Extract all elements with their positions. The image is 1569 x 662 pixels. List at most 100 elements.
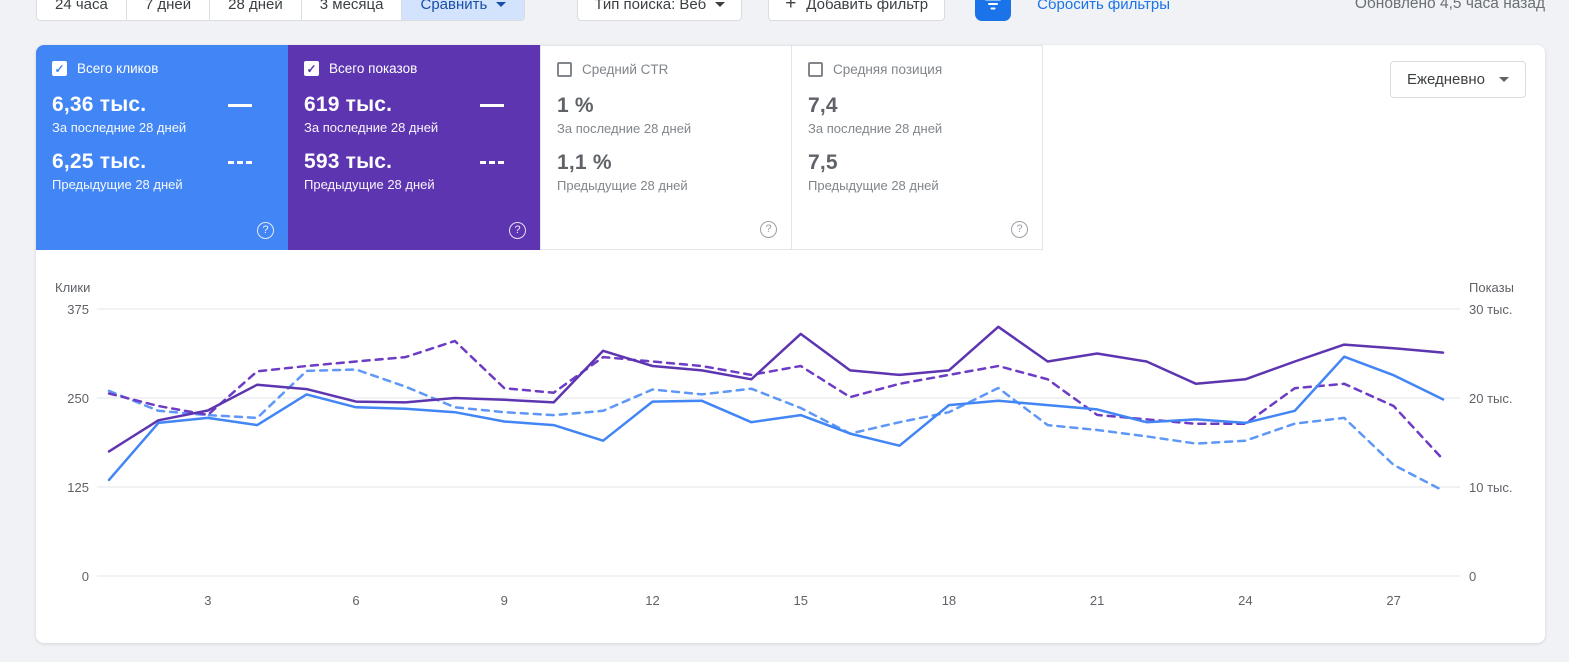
svg-text:375: 375 [67, 302, 89, 317]
svg-text:10 тыс.: 10 тыс. [1469, 480, 1512, 495]
add-filter-button[interactable]: + Добавить фильтр [768, 0, 946, 21]
chevron-down-icon [496, 1, 507, 7]
solid-line-indicator [228, 103, 252, 107]
impressions-current-label: За последние 28 дней [304, 120, 439, 135]
add-filter-label: Добавить фильтр [806, 0, 929, 13]
svg-text:0: 0 [1469, 569, 1476, 584]
metric-card-position[interactable]: Средняя позиция 7,4 За последние 28 дней… [791, 45, 1043, 250]
help-icon[interactable]: ? [257, 222, 274, 239]
impressions-current-value: 619 тыс. [304, 93, 393, 116]
position-previous-value: 7,5 [808, 151, 838, 174]
value-row: 1 % [557, 94, 775, 118]
search-console-performance-page: 24 часа 7 дней 28 дней 3 месяца Сравнить… [36, 0, 1545, 643]
position-current-value: 7,4 [808, 94, 838, 117]
ctr-previous-value: 1,1 % [557, 151, 612, 174]
dashed-line-indicator [228, 160, 252, 164]
metric-card-impressions[interactable]: ✓ Всего показов 619 тыс. За последние 28… [288, 45, 540, 250]
svg-text:18: 18 [942, 593, 956, 608]
checkmark-icon: ✓ [54, 61, 65, 76]
solid-line-indicator [480, 103, 504, 107]
reset-filters-link[interactable]: Сбросить фильтры [1037, 0, 1170, 21]
clicks-current-label: За последние 28 дней [52, 120, 187, 135]
date-filter-24h[interactable]: 24 часа [36, 0, 127, 21]
clicks-previous-value: 6,25 тыс. [52, 150, 147, 173]
date-filter-group: 24 часа 7 дней 28 дней 3 месяца Сравнить [36, 0, 526, 21]
metric-head: ✓ Всего кликов [52, 61, 272, 76]
toolbar: 24 часа 7 дней 28 дней 3 месяца Сравнить… [36, 0, 1545, 21]
search-type-label: Тип поиска: Веб [594, 0, 707, 13]
impressions-previous-label: Предыдущие 28 дней [304, 177, 435, 192]
svg-text:21: 21 [1090, 593, 1104, 608]
metric-card-ctr[interactable]: Средний CTR 1 % За последние 28 дней 1,1… [540, 45, 792, 250]
date-filter-7d[interactable]: 7 дней [125, 0, 211, 21]
value-row: 593 тыс. [304, 150, 524, 174]
filter-settings-button[interactable] [975, 0, 1012, 21]
granularity-dropdown[interactable]: Ежедневно [1389, 61, 1526, 98]
value-row: 619 тыс. [304, 93, 524, 117]
filter-funnel-icon [984, 0, 1002, 13]
svg-text:24: 24 [1238, 593, 1252, 608]
value-row: 6,25 тыс. [52, 150, 272, 174]
metric-title: Средний CTR [582, 62, 669, 77]
clicks-current-value: 6,36 тыс. [52, 93, 147, 116]
value-row: 7,4 [808, 94, 1026, 118]
date-filter-28d[interactable]: 28 дней [209, 0, 302, 21]
svg-text:27: 27 [1386, 593, 1400, 608]
metrics-row: ✓ Всего кликов 6,36 тыс. За последние 28… [36, 45, 1545, 250]
date-filter-24h-label: 24 часа [55, 0, 108, 13]
svg-text:250: 250 [67, 391, 89, 406]
help-icon[interactable]: ? [509, 222, 526, 239]
metric-title: Всего кликов [77, 61, 159, 76]
svg-text:15: 15 [793, 593, 807, 608]
position-checkbox[interactable] [808, 62, 823, 77]
clicks-previous-label: Предыдущие 28 дней [52, 177, 183, 192]
svg-text:Клики: Клики [55, 280, 90, 295]
impressions-previous-value: 593 тыс. [304, 150, 393, 173]
date-filter-3m-label: 3 месяца [319, 0, 384, 13]
checkmark-icon: ✓ [306, 61, 317, 76]
svg-text:30 тыс.: 30 тыс. [1469, 302, 1512, 317]
metric-head: Средний CTR [557, 62, 775, 77]
chevron-down-icon [715, 1, 726, 7]
date-filter-7d-label: 7 дней [144, 0, 192, 13]
clicks-checkbox[interactable]: ✓ [52, 61, 67, 76]
position-current-label: За последние 28 дней [808, 121, 943, 136]
metric-head: Средняя позиция [808, 62, 1026, 77]
svg-text:3: 3 [204, 593, 211, 608]
ctr-previous-label: Предыдущие 28 дней [557, 178, 688, 193]
svg-text:6: 6 [352, 593, 359, 608]
value-row: 7,5 [808, 151, 1026, 175]
svg-text:Показы: Показы [1469, 280, 1514, 295]
value-row: 6,36 тыс. [52, 93, 272, 117]
svg-text:20 тыс.: 20 тыс. [1469, 391, 1512, 406]
metric-title: Всего показов [329, 61, 418, 76]
performance-chart[interactable]: Клики Показы 375 250 125 0 30 тыс. 20 тыс. 10 ты… [36, 279, 1545, 641]
reset-filters-label: Сбросить фильтры [1037, 0, 1171, 13]
svg-text:12: 12 [645, 593, 659, 608]
impressions-checkbox[interactable]: ✓ [304, 61, 319, 76]
updated-status: Обновлено 4,5 часа назад [1354, 0, 1545, 12]
position-previous-label: Предыдущие 28 дней [808, 178, 939, 193]
ctr-current-value: 1 % [557, 94, 594, 117]
chevron-down-icon [1499, 77, 1509, 82]
ctr-current-label: За последние 28 дней [557, 121, 692, 136]
ctr-checkbox[interactable] [557, 62, 572, 77]
performance-card: ✓ Всего кликов 6,36 тыс. За последние 28… [36, 45, 1545, 643]
date-filter-3m[interactable]: 3 месяца [300, 0, 403, 21]
help-icon[interactable]: ? [1011, 221, 1028, 238]
metric-card-clicks[interactable]: ✓ Всего кликов 6,36 тыс. За последние 28… [36, 45, 288, 250]
svg-text:125: 125 [67, 480, 89, 495]
svg-text:9: 9 [501, 593, 508, 608]
value-row: 1,1 % [557, 151, 775, 175]
dashed-line-indicator [480, 160, 504, 164]
svg-text:0: 0 [82, 569, 89, 584]
metric-title: Средняя позиция [833, 62, 943, 77]
compare-filter-label: Сравнить [420, 0, 488, 13]
compare-filter-button[interactable]: Сравнить [401, 0, 526, 21]
help-icon[interactable]: ? [760, 221, 777, 238]
search-type-filter[interactable]: Тип поиска: Веб [577, 0, 743, 21]
plus-icon: + [785, 0, 797, 14]
granularity-label: Ежедневно [1406, 71, 1485, 88]
date-filter-28d-label: 28 дней [228, 0, 283, 13]
metric-head: ✓ Всего показов [304, 61, 524, 76]
